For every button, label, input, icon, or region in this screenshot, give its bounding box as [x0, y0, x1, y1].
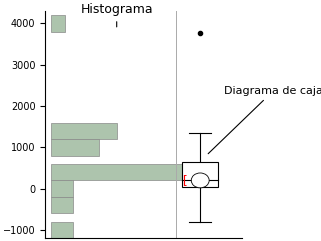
Text: Diagrama de caja: Diagrama de caja — [208, 86, 321, 154]
Bar — [51, 123, 117, 139]
Bar — [182, 162, 218, 187]
Bar — [51, 181, 73, 197]
Bar — [51, 164, 218, 181]
Bar — [51, 197, 73, 214]
Bar — [51, 15, 65, 32]
Bar — [51, 222, 73, 238]
Text: Histograma: Histograma — [80, 3, 153, 27]
Ellipse shape — [191, 173, 209, 188]
Text: [: [ — [180, 174, 187, 187]
Bar — [51, 139, 99, 156]
